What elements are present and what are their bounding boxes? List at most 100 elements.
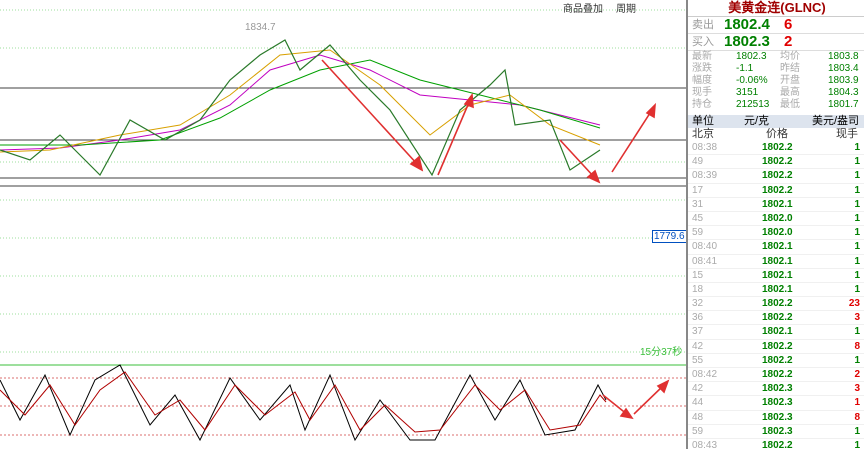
time: 59 <box>692 227 704 239</box>
stat: 现手 <box>692 87 712 98</box>
overlay-button[interactable]: 商品叠加 <box>563 4 603 15</box>
size: 8 <box>854 340 860 352</box>
stat: 3151 <box>736 87 759 98</box>
time: 42 <box>692 340 704 352</box>
trade-row: 08:40 1802.1 1 <box>688 240 864 255</box>
trade-row: 15 1802.1 1 <box>688 269 864 283</box>
stat-row: 涨跌 -1.1 昨结 1803.4 <box>688 63 864 75</box>
price: 1802.2 <box>762 156 793 168</box>
trade-row: 08:43 1802.2 1 <box>688 439 864 449</box>
stat: 昨结 <box>780 63 800 74</box>
trade-row: 37 1802.1 1 <box>688 325 864 340</box>
price: 1802.1 <box>762 283 793 295</box>
size: 1 <box>854 439 860 449</box>
price-tag: 1779.6 <box>652 230 687 243</box>
size: 1 <box>854 156 860 168</box>
price: 1802.2 <box>762 369 793 380</box>
trade-row: 32 1802.2 23 <box>688 297 864 312</box>
size: 1 <box>854 269 860 281</box>
time: 32 <box>692 298 704 310</box>
trade-row: 42 1802.3 3 <box>688 382 864 397</box>
price: 1802.3 <box>762 397 793 409</box>
quote-panel: 美黄金连(GLNC) 卖出 1802.4 6 买入 1802.3 2 最新 1802.3 均… <box>686 0 864 449</box>
sell-quote: 卖出 1802.4 6 <box>688 17 864 34</box>
unit-usd[interactable]: 美元/盎司 <box>812 115 860 127</box>
stat: 1803.4 <box>828 63 859 74</box>
size: 1 <box>854 227 860 239</box>
time: 36 <box>692 312 704 324</box>
time: 08:40 <box>692 241 718 253</box>
stat-row: 持仓 212513 最低 1801.7 <box>688 99 864 111</box>
trade-row: 18 1802.1 1 <box>688 283 864 298</box>
stat: 1803.9 <box>828 75 859 86</box>
label: 卖出 <box>692 19 714 31</box>
price: 1802.2 <box>762 340 793 352</box>
ma-line <box>0 49 601 153</box>
price: 1802.1 <box>762 241 793 253</box>
col: 现手 <box>836 128 858 140</box>
trade-row: 17 1802.2 1 <box>688 184 864 198</box>
price: 1802.3 <box>724 33 770 50</box>
ma-line <box>0 59 601 146</box>
col: 价格 <box>766 128 788 140</box>
time: 08:43 <box>692 439 718 449</box>
stat: 1804.3 <box>828 87 859 98</box>
trade-row: 44 1802.3 1 <box>688 396 864 411</box>
time: 59 <box>692 425 704 437</box>
col: 北京 <box>692 128 714 140</box>
size: 1 <box>854 198 860 210</box>
stat: 1801.7 <box>828 99 859 110</box>
time: 08:42 <box>692 369 718 380</box>
price: 1802.2 <box>762 312 793 324</box>
price: 1802.2 <box>762 354 793 366</box>
buy-quote: 买入 1802.3 2 <box>688 34 864 51</box>
price: 1802.0 <box>762 227 793 239</box>
label: 买入 <box>692 36 714 48</box>
trade-row: 49 1802.2 1 <box>688 155 864 170</box>
unit-bar: 单位 元/克 美元/盎司 <box>688 115 864 128</box>
countdown: 15分37秒 <box>640 347 683 358</box>
size: 1 <box>854 283 860 295</box>
time: 49 <box>692 156 704 168</box>
time: 44 <box>692 397 704 409</box>
stat: -1.1 <box>736 63 754 74</box>
stat-row: 幅度 -0.06% 开盘 1803.9 <box>688 75 864 87</box>
time: 37 <box>692 326 704 338</box>
price: 1802.0 <box>762 212 793 224</box>
price: 1802.1 <box>762 198 793 210</box>
size: 1 <box>854 170 860 182</box>
size: 1 <box>854 241 860 253</box>
oscillator-k <box>0 364 607 442</box>
chart <box>0 9 686 442</box>
size: 1 <box>854 255 860 267</box>
grid <box>0 9 686 353</box>
price: 1802.3 <box>762 383 793 395</box>
stat: 1802.3 <box>736 51 767 62</box>
time: 15 <box>692 269 704 281</box>
stat: 开盘 <box>780 75 800 86</box>
stat: 幅度 <box>692 75 712 86</box>
time: 48 <box>692 411 704 423</box>
trade-list: 08:38 1802.2 1 49 1802.2 1 08:39 1802.2 1 17 1802.… <box>688 141 864 449</box>
stat: 持仓 <box>692 99 712 110</box>
trade-row: 42 1802.2 8 <box>688 340 864 354</box>
stat: -0.06% <box>736 75 768 86</box>
period-button[interactable]: 周期 <box>616 4 636 15</box>
trade-row: 59 1802.0 1 <box>688 226 864 241</box>
trade-row: 08:42 1802.2 2 <box>688 368 864 383</box>
size: 1 <box>854 184 860 196</box>
price: 1802.2 <box>762 184 793 196</box>
levels <box>0 87 686 187</box>
unit-cny[interactable]: 元/克 <box>744 115 770 127</box>
stat: 1803.8 <box>828 51 859 62</box>
size: 23 <box>848 298 860 310</box>
oscillator-d <box>0 371 607 433</box>
trade-row: 45 1802.0 1 <box>688 212 864 227</box>
column-header: 北京 价格 现手 <box>688 128 864 141</box>
trade-row: 48 1802.3 8 <box>688 411 864 425</box>
time: 42 <box>692 383 704 395</box>
time: 08:41 <box>692 255 718 267</box>
size: 1 <box>854 212 860 224</box>
stat-row: 现手 3151 最高 1804.3 <box>688 87 864 99</box>
